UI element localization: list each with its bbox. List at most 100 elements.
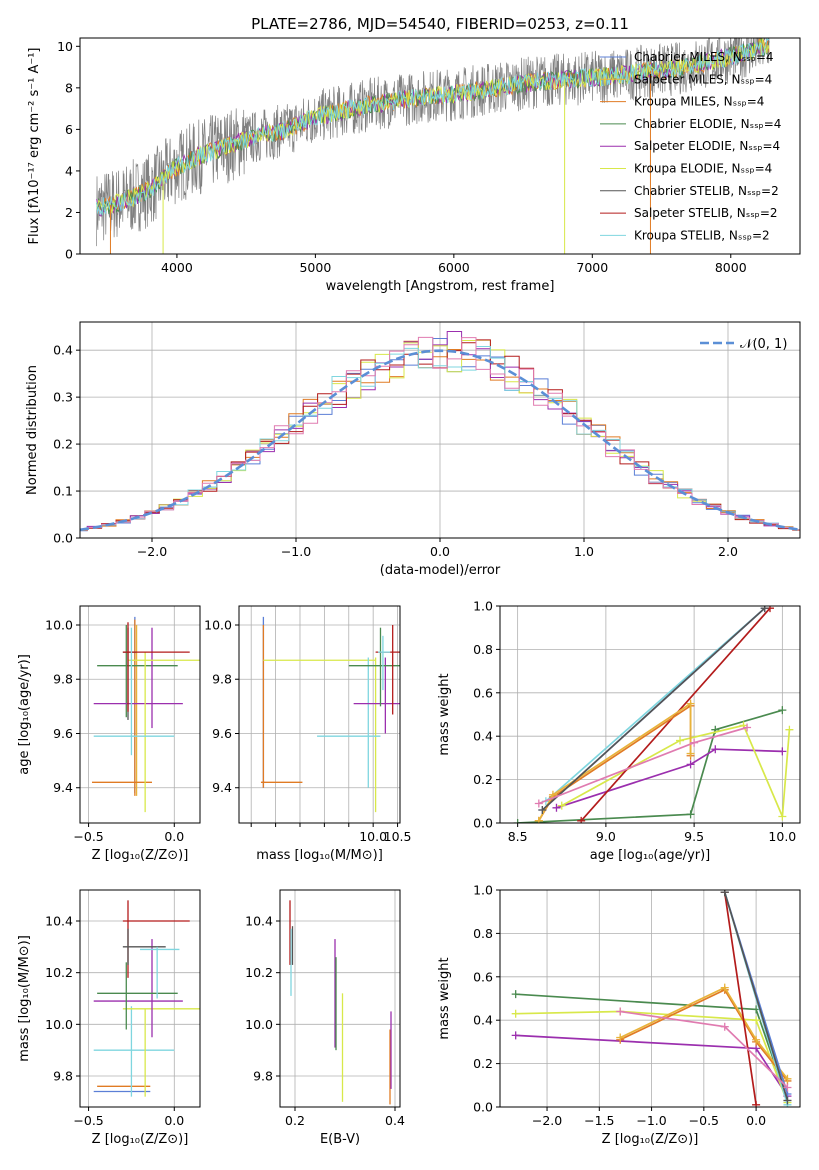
point-marker (785, 725, 794, 734)
legend-label: Kroupa MILES, Nₛₛₚ=4 (634, 95, 764, 109)
point-marker (778, 747, 787, 756)
y-tick-label: 0.1 (53, 484, 73, 499)
point-marker (616, 1007, 625, 1016)
axes-frame (79, 889, 201, 1108)
point-marker (752, 1035, 761, 1044)
x-tick-label: 10.0 (359, 829, 387, 844)
legend-label: 𝒩(0, 1) (740, 337, 787, 352)
point-marker (534, 816, 543, 823)
y-axis-label: Flux [fλ10⁻¹⁷ erg cm⁻² s⁻¹ A⁻¹] (27, 48, 42, 245)
x-axis-label: E(B-V) (320, 1132, 360, 1147)
y-tick-label: 10.0 (45, 1017, 73, 1032)
point-marker (577, 816, 586, 823)
axes-frame (279, 889, 401, 1108)
point-marker (720, 1022, 729, 1031)
x-axis-label: age [log₁₀(age/yr)] (590, 848, 711, 863)
point-marker (552, 803, 561, 812)
hist-step (80, 336, 800, 531)
y-tick-label: 9.4 (53, 780, 73, 795)
point-marker (720, 983, 729, 992)
chart-residuals: 𝒩(0, 1) −2.0 −1.0 0.0 1.0 2.0 0.0 0.1 0.2 0.3 0.4 (… (25, 321, 801, 578)
point-marker (690, 738, 699, 747)
weight-line (619, 988, 789, 1082)
point-marker (743, 723, 752, 732)
point-marker (557, 801, 566, 810)
plot-area (511, 890, 792, 1107)
x-tick-label: 0.0 (430, 544, 450, 559)
y-tick-label: 4 (65, 163, 73, 178)
y-axis-label: mass weight (437, 673, 452, 755)
hist-step (80, 339, 800, 531)
hist-step (80, 346, 800, 531)
x-tick-label: 0.0 (164, 1113, 184, 1128)
x-tick-label: 6000 (438, 260, 470, 275)
plot-area (96, 38, 770, 254)
point-marker (686, 810, 695, 819)
y-tick-label: 0.4 (53, 343, 73, 358)
chart-mass_vs_Z: −0.5 0.0 9.8 10.0 10.2 10.4 Z [log₁₀(Z/Z⊙)] mas… (17, 889, 201, 1147)
normal-curve (80, 349, 800, 532)
legend-label: Chabrier ELODIE, Nₛₛₚ=4 (634, 117, 781, 131)
point-marker (752, 1016, 761, 1025)
y-tick-label: 0.2 (473, 1056, 493, 1071)
y-tick-label: 9.8 (253, 1069, 273, 1084)
axes-frame (499, 605, 801, 824)
y-axis-label: mass weight (437, 957, 452, 1039)
plot-area (289, 900, 392, 1105)
x-axis-label: Z [log₁₀(Z/Z⊙)] (92, 1132, 189, 1147)
axes-frame (499, 889, 801, 1108)
point-marker (686, 760, 695, 769)
x-tick-label: 8000 (715, 260, 747, 275)
y-tick-label: 0.2 (53, 437, 73, 452)
y-tick-label: 9.6 (212, 726, 232, 741)
y-tick-label: 9.6 (53, 726, 73, 741)
y-tick-label: 9.8 (212, 672, 232, 687)
y-tick-label: 0.6 (473, 969, 493, 984)
legend-label: Salpeter STELIB, Nₛₛₚ=2 (634, 206, 778, 220)
point-marker (676, 736, 684, 745)
y-tick-label: 9.8 (53, 672, 73, 687)
y-tick-label: 0.8 (473, 926, 493, 941)
point-marker (511, 1009, 520, 1018)
point-marker (711, 745, 720, 754)
legend-label: Kroupa STELIB, Nₛₛₚ=2 (634, 228, 770, 242)
point-marker (511, 990, 520, 999)
legend-label: Kroupa ELODIE, Nₛₛₚ=4 (634, 162, 772, 176)
y-tick-label: 1.0 (473, 883, 493, 898)
axes-frame (79, 605, 201, 824)
axes-frame (238, 605, 401, 824)
weight-line (561, 724, 791, 817)
x-tick-label: −1.0 (636, 1113, 666, 1128)
figure-title: PLATE=2786, MJD=54540, FIBERID=0253, z=0… (251, 15, 629, 33)
weight-line (541, 607, 766, 811)
x-tick-label: 4000 (161, 260, 193, 275)
point-marker (616, 1033, 625, 1042)
y-tick-label: 0.0 (473, 1100, 493, 1115)
chart-mass_vs_ebv: 0.2 0.4 9.8 10.0 10.2 10.4 E(B-V) (245, 889, 405, 1147)
y-tick-label: 0.0 (53, 531, 73, 546)
y-tick-label: 6 (65, 122, 73, 137)
legend-label: Chabrier MILES, Nₛₛₚ=4 (634, 50, 774, 64)
x-tick-label: 0.4 (385, 1113, 405, 1128)
y-tick-label: 8 (65, 80, 73, 95)
x-tick-label: −2.0 (137, 544, 167, 559)
y-tick-label: 2 (65, 205, 73, 220)
y-tick-label: 0.4 (473, 729, 493, 744)
y-axis-label: Normed distribution (25, 365, 40, 495)
x-tick-label: 8.5 (508, 829, 528, 844)
point-marker (760, 606, 769, 613)
point-marker (538, 805, 547, 814)
legend-label: Chabrier STELIB, Nₛₛₚ=2 (634, 184, 779, 198)
point-marker (720, 890, 729, 897)
x-tick-label: 0.0 (164, 829, 184, 844)
y-axis-label: age [log₁₀(age/yr)] (17, 654, 32, 775)
x-axis-label: Z [log₁₀(Z/Z⊙)] (602, 1132, 699, 1147)
weight-line (619, 986, 789, 1080)
x-axis-label: (data-model)/error (380, 563, 501, 578)
model-line-kroupa-stelib (96, 38, 770, 216)
y-tick-label: 10.2 (245, 965, 273, 980)
y-tick-label: 0.0 (473, 816, 493, 831)
x-tick-label: 1.0 (574, 544, 594, 559)
point-marker (783, 1096, 792, 1105)
